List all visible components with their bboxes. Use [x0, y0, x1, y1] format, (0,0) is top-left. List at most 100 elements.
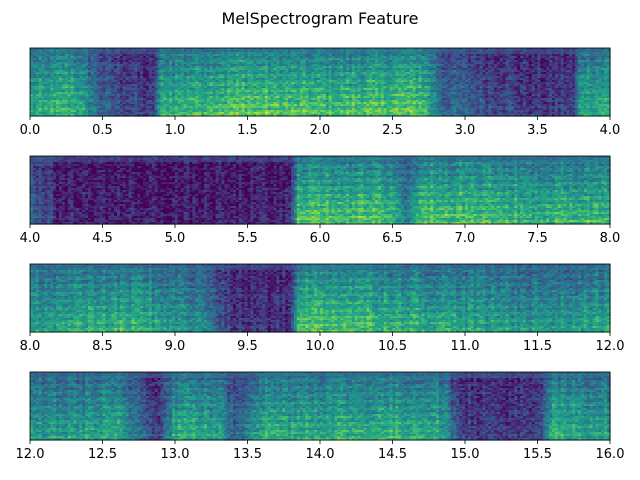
heatmap-cell	[73, 52, 77, 55]
heatmap-cell	[99, 112, 104, 115]
heatmap-cell	[134, 86, 138, 89]
heatmap-cell	[102, 72, 106, 75]
heatmap-cell	[143, 104, 147, 107]
heatmap-cell	[117, 84, 121, 87]
heatmap-cell	[166, 112, 170, 115]
heatmap-cell	[189, 70, 193, 73]
heatmap-cell	[163, 92, 167, 95]
heatmap-cell	[88, 48, 92, 51]
heatmap-cell	[177, 54, 182, 57]
heatmap-cell	[267, 76, 272, 79]
heatmap-cell	[137, 62, 141, 65]
heatmap-cell	[67, 108, 72, 111]
heatmap-cell	[233, 84, 237, 87]
heatmap-cell	[238, 60, 243, 63]
heatmap-cell	[244, 94, 249, 97]
heatmap-cell	[146, 54, 150, 57]
heatmap-cell	[102, 102, 106, 105]
heatmap-cell	[209, 106, 214, 109]
heatmap-cell	[172, 90, 176, 93]
heatmap-cell	[140, 96, 144, 99]
heatmap-cell	[61, 94, 66, 97]
heatmap-cell	[105, 92, 109, 95]
heatmap-cell	[143, 58, 147, 61]
heatmap-cell	[105, 102, 109, 105]
heatmap-cell	[189, 50, 193, 53]
heatmap-cell	[85, 62, 89, 65]
heatmap-cell	[256, 72, 260, 75]
heatmap-cell	[157, 98, 162, 101]
heatmap-cell	[50, 112, 54, 115]
heatmap-cell	[151, 50, 156, 53]
heatmap-cell	[247, 88, 251, 91]
heatmap-cell	[114, 108, 118, 111]
heatmap-cell	[38, 106, 43, 109]
heatmap-cell	[262, 48, 266, 51]
heatmap-cell	[201, 70, 205, 73]
heatmap-cell	[235, 72, 240, 75]
heatmap-cell	[212, 88, 217, 91]
heatmap-cell	[238, 82, 243, 85]
heatmap-cell	[85, 112, 89, 115]
heatmap-cell	[50, 66, 54, 69]
heatmap-cell	[41, 54, 46, 57]
heatmap-cell	[56, 72, 60, 75]
heatmap-cell	[154, 90, 159, 93]
heatmap-cell	[146, 74, 150, 77]
heatmap-cell	[96, 60, 101, 63]
heatmap-cell	[172, 106, 176, 109]
heatmap-cell	[117, 110, 121, 113]
heatmap-cell	[56, 52, 60, 55]
heatmap-cell	[44, 58, 48, 61]
heatmap-cell	[180, 98, 185, 101]
heatmap-cell	[183, 110, 188, 113]
heatmap-cell	[212, 48, 217, 51]
heatmap-cell	[128, 114, 133, 117]
heatmap-cell	[235, 48, 240, 51]
heatmap-cell	[131, 52, 135, 55]
heatmap-cell	[47, 58, 51, 61]
heatmap-cell	[224, 110, 228, 113]
heatmap-cell	[61, 74, 66, 77]
heatmap-cell	[250, 88, 254, 91]
heatmap-cell	[198, 50, 202, 53]
heatmap-cell	[56, 108, 60, 111]
heatmap-cell	[114, 74, 118, 77]
heatmap-cell	[88, 96, 92, 99]
heatmap-cell	[169, 106, 173, 109]
heatmap-cell	[218, 84, 222, 87]
heatmap-cell	[201, 62, 205, 65]
heatmap-cell	[160, 106, 164, 109]
heatmap-cell	[102, 104, 106, 107]
heatmap-cell	[204, 78, 208, 81]
heatmap-cell	[117, 86, 121, 89]
heatmap-cell	[166, 108, 170, 111]
heatmap-cell	[169, 72, 173, 75]
heatmap-cell	[67, 64, 72, 67]
heatmap-cell	[30, 70, 34, 73]
heatmap-cell	[198, 74, 202, 77]
heatmap-cell	[131, 74, 135, 77]
heatmap-cell	[151, 56, 156, 59]
heatmap-cell	[85, 90, 89, 93]
heatmap-cell	[186, 110, 191, 113]
heatmap-cell	[93, 88, 98, 91]
heatmap-cell	[61, 54, 66, 57]
heatmap-cell	[201, 102, 205, 105]
heatmap-cell	[38, 58, 43, 61]
heatmap-cell	[175, 104, 179, 107]
heatmap-cell	[238, 112, 243, 115]
heatmap-cell	[198, 94, 202, 97]
heatmap-cell	[157, 78, 162, 81]
heatmap-cell	[93, 114, 98, 117]
heatmap-cell	[96, 50, 101, 53]
heatmap-cell	[180, 56, 185, 59]
heatmap-cell	[53, 106, 57, 109]
heatmap-cell	[195, 108, 199, 111]
heatmap-cell	[183, 80, 188, 83]
heatmap-cell	[82, 48, 86, 51]
heatmap-cell	[102, 76, 106, 79]
heatmap-cell	[61, 104, 66, 107]
heatmap-cell	[96, 58, 101, 61]
heatmap-cell	[177, 90, 182, 93]
